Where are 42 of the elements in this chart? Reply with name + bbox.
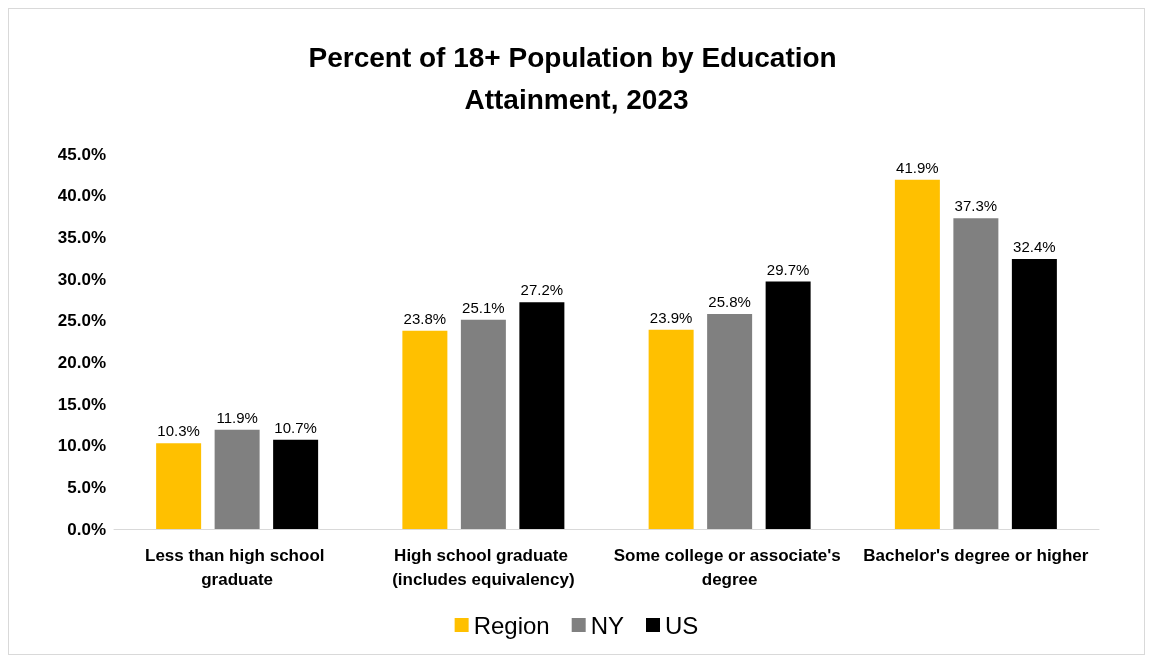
data-label: 27.2% — [520, 281, 564, 299]
data-label: 25.1% — [462, 298, 505, 316]
bar — [765, 281, 811, 529]
bar — [214, 429, 260, 529]
x-tick-label: Less than high school graduate — [145, 545, 330, 589]
data-label: 10.3% — [157, 422, 200, 440]
data-label: 11.9% — [216, 408, 258, 426]
x-tick-label: High school graduate (includes equivalency) — [392, 545, 575, 589]
y-tick-label: 25.0% — [57, 311, 106, 331]
bar — [460, 319, 506, 529]
data-label: 29.7% — [766, 260, 810, 278]
bar — [648, 329, 694, 529]
bar — [273, 439, 319, 529]
data-label: 41.9% — [896, 158, 939, 176]
legend-label: US — [665, 611, 699, 639]
data-label: 32.4% — [1013, 238, 1056, 255]
bar — [402, 330, 448, 529]
bar — [953, 218, 999, 529]
data-label: 23.9% — [649, 308, 693, 326]
data-label: 23.8% — [403, 309, 447, 327]
y-tick-label: 15.0% — [57, 394, 106, 414]
bar — [156, 443, 202, 529]
data-label: 10.7% — [274, 418, 317, 436]
data-label: 25.8% — [708, 293, 751, 310]
bar — [707, 314, 753, 529]
data-label: 37.3% — [954, 197, 998, 215]
bar — [519, 302, 565, 529]
y-tick-label: 10.0% — [57, 436, 106, 456]
y-tick-label: 30.0% — [57, 269, 106, 289]
x-tick-label: Bachelor's degree or higher — [863, 545, 1089, 565]
chart-title: Percent of 18+ Population by Education Attainment, 2023 — [308, 41, 845, 115]
y-tick-label: 40.0% — [57, 186, 106, 206]
y-tick-label: 45.0% — [57, 144, 106, 164]
y-tick-label: 5.0% — [67, 477, 106, 497]
y-tick-label: 0.0% — [67, 519, 106, 539]
y-tick-label: 35.0% — [57, 227, 106, 247]
bar — [1011, 259, 1057, 529]
legend-label: Region — [473, 611, 550, 639]
bar — [894, 179, 940, 529]
y-tick-label: 20.0% — [57, 352, 106, 372]
x-tick-label: Some college or associate's degree — [613, 545, 846, 589]
legend-label: NY — [590, 611, 625, 639]
